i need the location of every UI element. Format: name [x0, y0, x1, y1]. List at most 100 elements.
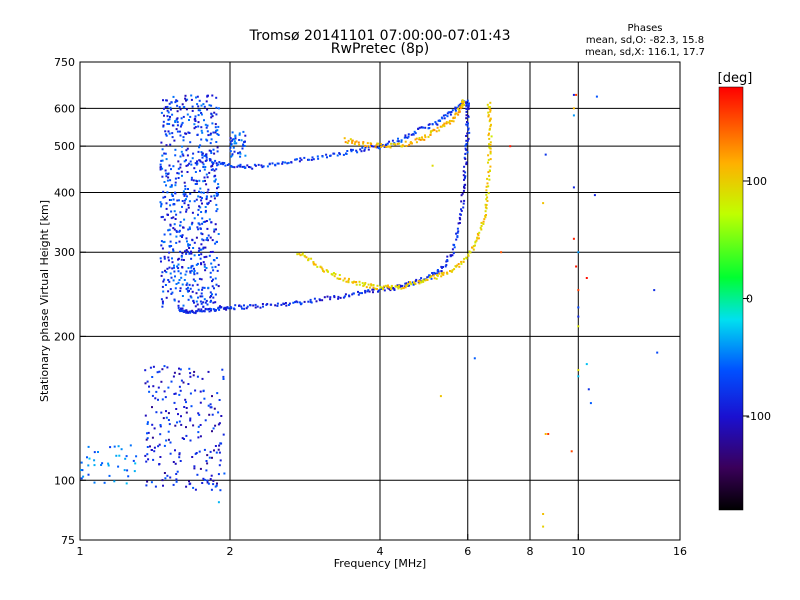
data-point — [203, 105, 206, 108]
data-point — [206, 139, 209, 142]
data-point — [158, 370, 161, 373]
data-point — [379, 286, 382, 289]
data-point — [355, 149, 358, 152]
data-point — [167, 419, 170, 421]
data-point — [422, 280, 425, 283]
data-point — [192, 300, 195, 303]
data-point — [380, 287, 382, 290]
data-point — [187, 204, 190, 207]
data-point — [380, 145, 383, 148]
data-point — [440, 270, 443, 273]
data-point — [196, 162, 199, 165]
data-point — [243, 145, 246, 147]
data-point — [209, 450, 212, 453]
data-point — [161, 398, 164, 401]
data-point — [435, 277, 438, 280]
data-point — [225, 306, 227, 309]
data-point — [193, 167, 196, 170]
data-point — [336, 277, 339, 280]
data-point — [489, 119, 492, 122]
data-point — [151, 394, 154, 397]
data-point — [160, 205, 162, 208]
data-point — [191, 311, 194, 313]
data-point — [488, 174, 491, 177]
y-tick-label: 100 — [54, 474, 75, 487]
data-point — [215, 451, 218, 454]
data-point — [300, 302, 303, 305]
data-point — [185, 485, 188, 488]
data-point — [404, 282, 407, 285]
data-point — [215, 257, 218, 259]
data-point — [164, 133, 167, 136]
data-point — [465, 163, 468, 166]
data-point — [207, 286, 210, 289]
data-point — [211, 94, 214, 97]
data-point — [207, 134, 210, 137]
data-point — [351, 139, 354, 142]
data-point — [472, 245, 475, 248]
data-point — [210, 488, 213, 491]
data-point — [243, 140, 246, 143]
data-point — [162, 99, 164, 102]
data-point — [160, 260, 162, 263]
data-point — [453, 268, 456, 271]
data-point — [206, 454, 209, 457]
data-point — [178, 240, 181, 243]
data-point — [233, 142, 236, 145]
data-point — [217, 186, 220, 189]
data-point — [542, 202, 545, 205]
data-point — [155, 390, 158, 393]
data-point — [163, 114, 165, 117]
data-point — [205, 255, 208, 258]
data-point — [313, 263, 316, 266]
data-point — [426, 276, 429, 279]
data-point — [224, 164, 227, 167]
data-point — [307, 257, 310, 260]
data-point — [485, 198, 488, 201]
data-point — [454, 108, 457, 111]
data-point — [207, 239, 209, 242]
data-point — [181, 234, 184, 237]
data-point — [404, 286, 407, 289]
data-point — [490, 135, 493, 138]
data-point — [323, 296, 326, 299]
data-point — [124, 457, 127, 460]
data-point — [217, 285, 220, 288]
data-point — [190, 94, 193, 97]
data-point — [401, 144, 404, 147]
data-point — [487, 192, 490, 195]
data-point — [205, 195, 208, 198]
data-point — [172, 461, 175, 463]
data-point — [208, 413, 211, 416]
data-point — [577, 325, 580, 328]
data-point — [199, 424, 202, 426]
data-point — [203, 310, 206, 313]
data-point — [169, 143, 172, 146]
data-point — [467, 128, 470, 131]
data-point — [198, 450, 201, 453]
data-point — [182, 154, 185, 157]
data-point — [205, 183, 208, 186]
data-point — [170, 245, 173, 247]
data-point — [450, 120, 453, 122]
data-point — [570, 450, 573, 453]
data-point — [182, 136, 185, 139]
data-point — [212, 427, 215, 430]
data-point — [376, 146, 379, 149]
data-point — [167, 386, 170, 389]
data-point — [436, 272, 439, 275]
data-point — [154, 485, 157, 488]
data-point — [169, 106, 172, 109]
data-point — [209, 291, 212, 294]
data-point — [445, 260, 448, 263]
data-point — [443, 125, 446, 128]
data-point — [162, 190, 165, 193]
data-point — [168, 266, 171, 269]
data-point — [394, 143, 397, 146]
data-point — [165, 410, 167, 413]
data-point — [298, 160, 301, 163]
data-point — [205, 267, 208, 269]
data-point — [427, 135, 430, 138]
data-point — [204, 160, 207, 162]
data-point — [389, 146, 392, 149]
